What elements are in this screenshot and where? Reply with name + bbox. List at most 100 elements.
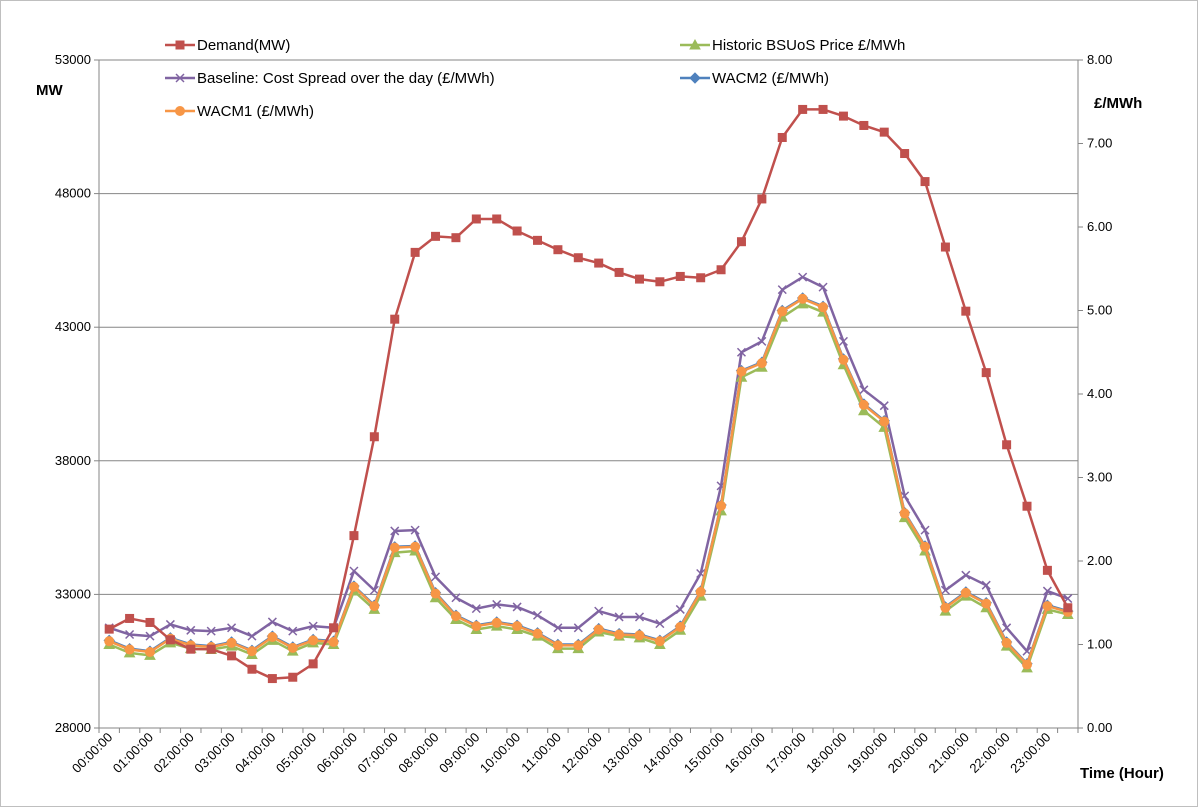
data-point — [1063, 603, 1073, 613]
data-point — [144, 647, 155, 658]
x-marker-stroke — [777, 285, 787, 295]
y-right-tick-label: 7.00 — [1087, 136, 1112, 151]
legend-swatch-marker — [175, 106, 185, 116]
x-marker-stroke — [308, 621, 318, 631]
data-point — [573, 253, 583, 263]
data-point — [573, 640, 584, 651]
data-point — [512, 602, 522, 612]
data-point — [165, 619, 175, 629]
data-point — [267, 631, 278, 642]
data-point — [491, 617, 502, 628]
data-point — [920, 541, 931, 552]
data-point — [655, 277, 665, 287]
x-tick-label: 04:00:00 — [232, 730, 278, 776]
data-point — [756, 358, 767, 369]
x-marker-stroke — [1042, 586, 1052, 596]
x-marker-stroke — [961, 570, 971, 580]
data-point — [757, 336, 767, 346]
data-point — [736, 366, 747, 377]
series-line — [108, 297, 1069, 666]
x-tick-label: 00:00:00 — [69, 730, 115, 776]
x-marker-stroke — [553, 623, 563, 633]
x-marker-stroke — [471, 604, 481, 614]
data-point — [288, 626, 298, 636]
data-point — [1042, 586, 1052, 596]
data-point — [145, 617, 155, 627]
data-point — [206, 644, 216, 654]
data-point — [981, 598, 992, 609]
data-point — [573, 623, 583, 633]
x-marker-stroke — [696, 568, 706, 579]
data-point — [757, 194, 767, 204]
series-line — [108, 302, 1069, 670]
data-point — [451, 593, 461, 603]
data-point — [655, 619, 665, 629]
data-point — [492, 214, 502, 224]
data-point — [1002, 623, 1012, 633]
legend-label: WACM1 (£/MWh) — [197, 103, 314, 120]
data-point — [858, 399, 869, 410]
x-tick-label: 02:00:00 — [151, 730, 197, 776]
y-right-tick-label: 6.00 — [1087, 219, 1112, 234]
x-tick-label: 20:00:00 — [885, 730, 931, 776]
data-point — [716, 500, 727, 511]
x-tick-label: 05:00:00 — [273, 730, 319, 776]
series-wacm1-mwh — [104, 293, 1073, 670]
data-point — [308, 621, 318, 631]
y-left-tick-label: 28000 — [55, 720, 91, 735]
y-left-tick-label: 48000 — [55, 186, 91, 201]
data-point — [879, 401, 889, 411]
data-point — [1042, 601, 1053, 612]
data-point — [369, 601, 380, 612]
x-tick-label: 21:00:00 — [926, 730, 972, 776]
x-marker-stroke — [879, 401, 889, 411]
data-point — [1001, 637, 1012, 648]
x-marker-stroke — [431, 572, 441, 582]
data-point — [818, 302, 829, 313]
data-point — [981, 368, 991, 378]
data-point — [798, 272, 808, 282]
x-marker-stroke — [247, 631, 257, 641]
x-marker-stroke — [451, 593, 461, 603]
data-point — [838, 111, 848, 121]
data-point — [593, 624, 604, 635]
series-line — [108, 108, 1069, 680]
data-point — [1002, 440, 1012, 450]
legend-swatch-marker — [689, 72, 701, 84]
x-marker-stroke — [634, 612, 645, 622]
axes: 28000 33000 38000 43000 48000 53000 0.00 1.00 2.… — [55, 52, 1112, 776]
data-point — [512, 226, 522, 236]
data-point — [431, 572, 441, 582]
data-point — [267, 617, 277, 627]
x-marker-stroke — [206, 626, 216, 636]
x-marker-stroke — [369, 585, 379, 595]
data-point — [329, 623, 339, 633]
y-axis-left-title: MW — [36, 82, 63, 99]
data-point — [552, 640, 563, 651]
x-tick-label: 17:00:00 — [762, 730, 808, 776]
x-tick-label: 01:00:00 — [110, 730, 156, 776]
data-point — [1022, 501, 1032, 511]
data-point — [471, 214, 481, 224]
data-point — [553, 623, 563, 633]
data-point — [389, 542, 400, 553]
data-point — [879, 416, 890, 427]
x-marker-stroke — [940, 585, 950, 595]
y-left-tick-label: 33000 — [55, 586, 91, 601]
legend-label: Baseline: Cost Spread over the day (£/MW… — [197, 70, 495, 87]
x-tick-label: 12:00:00 — [558, 730, 604, 776]
x-tick-label: 23:00:00 — [1007, 730, 1053, 776]
x-marker-stroke — [757, 336, 767, 346]
x-tick-label: 19:00:00 — [844, 730, 890, 776]
data-point — [736, 347, 746, 357]
data-point — [349, 531, 359, 541]
data-point — [512, 621, 523, 632]
data-point — [696, 273, 706, 283]
y-left-tick-label: 43000 — [55, 319, 91, 334]
x-tick-label: 15:00:00 — [681, 730, 727, 776]
data-point — [859, 385, 869, 395]
series-baseline-cost-spread-over-the-day-mwh — [104, 272, 1073, 656]
x-marker-stroke — [818, 282, 828, 292]
data-point — [532, 610, 543, 620]
